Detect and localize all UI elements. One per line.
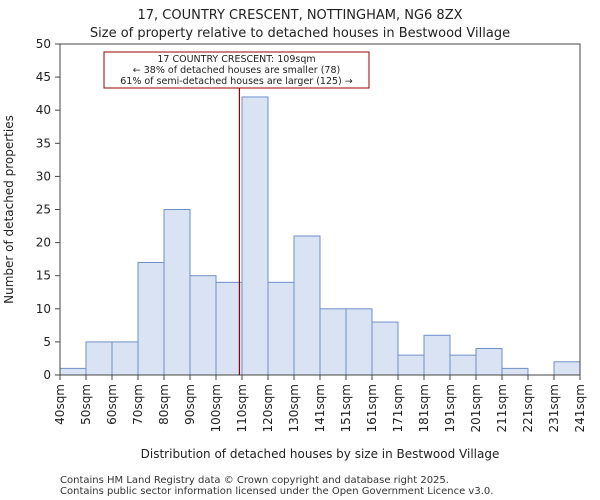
bar-50sqm [85, 341, 113, 376]
annotation-line-2: ← 38% of detached houses are smaller (78… [133, 65, 340, 76]
x-tick-label: 80sqm [157, 384, 171, 425]
y-tick-label: 25 [36, 203, 51, 217]
bar-181sqm [423, 334, 451, 376]
x-tick-label: 70sqm [131, 384, 145, 425]
annotation-line-3: 61% of semi-detached houses are larger (… [120, 76, 353, 87]
y-tick-label: 40 [36, 103, 51, 117]
bar-130sqm [293, 235, 321, 376]
bars [59, 96, 581, 376]
y-tick-label: 45 [36, 70, 51, 84]
x-tick-label: 100sqm [209, 384, 223, 432]
x-tick-label: 50sqm [79, 384, 93, 425]
x-axis-label: Distribution of detached houses by size … [141, 447, 500, 461]
x-tick-label: 151sqm [339, 384, 353, 432]
x-tick-label: 171sqm [391, 384, 405, 432]
y-tick-label: 30 [36, 169, 51, 183]
bar-40sqm [59, 367, 87, 376]
x-tick-label: 130sqm [287, 384, 301, 432]
plot-frame [59, 43, 581, 376]
x-tick-label: 201sqm [469, 384, 483, 432]
bar-151sqm [345, 308, 373, 376]
annotation-box: 17 COUNTRY CRESCENT: 109sqm ← 38% of det… [103, 51, 370, 89]
y-tick-label: 0 [43, 368, 51, 382]
y-axis-ticks: 0 5 10 15 20 25 30 35 40 45 50 [36, 37, 60, 382]
x-tick-label: 90sqm [183, 384, 197, 425]
bar-191sqm [449, 354, 477, 376]
y-tick-label: 35 [36, 136, 51, 150]
footer-line-1: Contains HM Land Registry data © Crown c… [60, 475, 449, 486]
x-tick-label: 191sqm [443, 384, 457, 432]
bar-171sqm [397, 354, 425, 376]
x-tick-label: 181sqm [417, 384, 431, 432]
bar-100sqm [215, 281, 243, 376]
bar-80sqm [163, 209, 191, 376]
x-tick-label: 40sqm [53, 384, 67, 425]
bar-70sqm [137, 261, 165, 376]
footer-line-2: Contains public sector information licen… [60, 486, 493, 497]
x-tick-label: 120sqm [261, 384, 275, 432]
x-tick-label: 60sqm [105, 384, 119, 425]
bar-201sqm [475, 348, 503, 376]
x-tick-label: 110sqm [235, 384, 249, 432]
y-tick-label: 50 [36, 37, 51, 51]
chart-subtitle: Size of property relative to detached ho… [90, 26, 510, 41]
annotation-frame [103, 51, 370, 89]
x-tick-label: 231sqm [547, 384, 561, 432]
x-tick-label: 161sqm [365, 384, 379, 432]
bar-120sqm [267, 281, 295, 376]
bar-161sqm [371, 321, 399, 376]
y-tick-label: 20 [36, 236, 51, 250]
bar-110sqm [241, 96, 269, 376]
x-tick-label: 141sqm [313, 384, 327, 432]
y-tick-label: 5 [43, 335, 51, 349]
x-axis-ticks: 40sqm 50sqm 60sqm 70sqm 80sqm 90sqm 100sqm 110s… [53, 375, 587, 432]
bar-90sqm [189, 275, 217, 376]
annotation-line-1: 17 COUNTRY CRESCENT: 109sqm [157, 54, 315, 65]
bar-211sqm [501, 367, 529, 376]
y-tick-label: 10 [36, 302, 51, 316]
x-tick-label: 241sqm [573, 384, 587, 432]
chart-title: 17, COUNTRY CRESCENT, NOTTINGHAM, NG6 8Z… [137, 8, 462, 23]
y-tick-label: 15 [36, 269, 51, 283]
x-tick-label: 211sqm [495, 384, 509, 432]
bar-60sqm [111, 341, 139, 376]
bar-231sqm [553, 361, 581, 376]
y-axis-label: Number of detached properties [2, 115, 16, 304]
bar-141sqm [319, 308, 347, 376]
x-tick-label: 221sqm [521, 384, 535, 432]
